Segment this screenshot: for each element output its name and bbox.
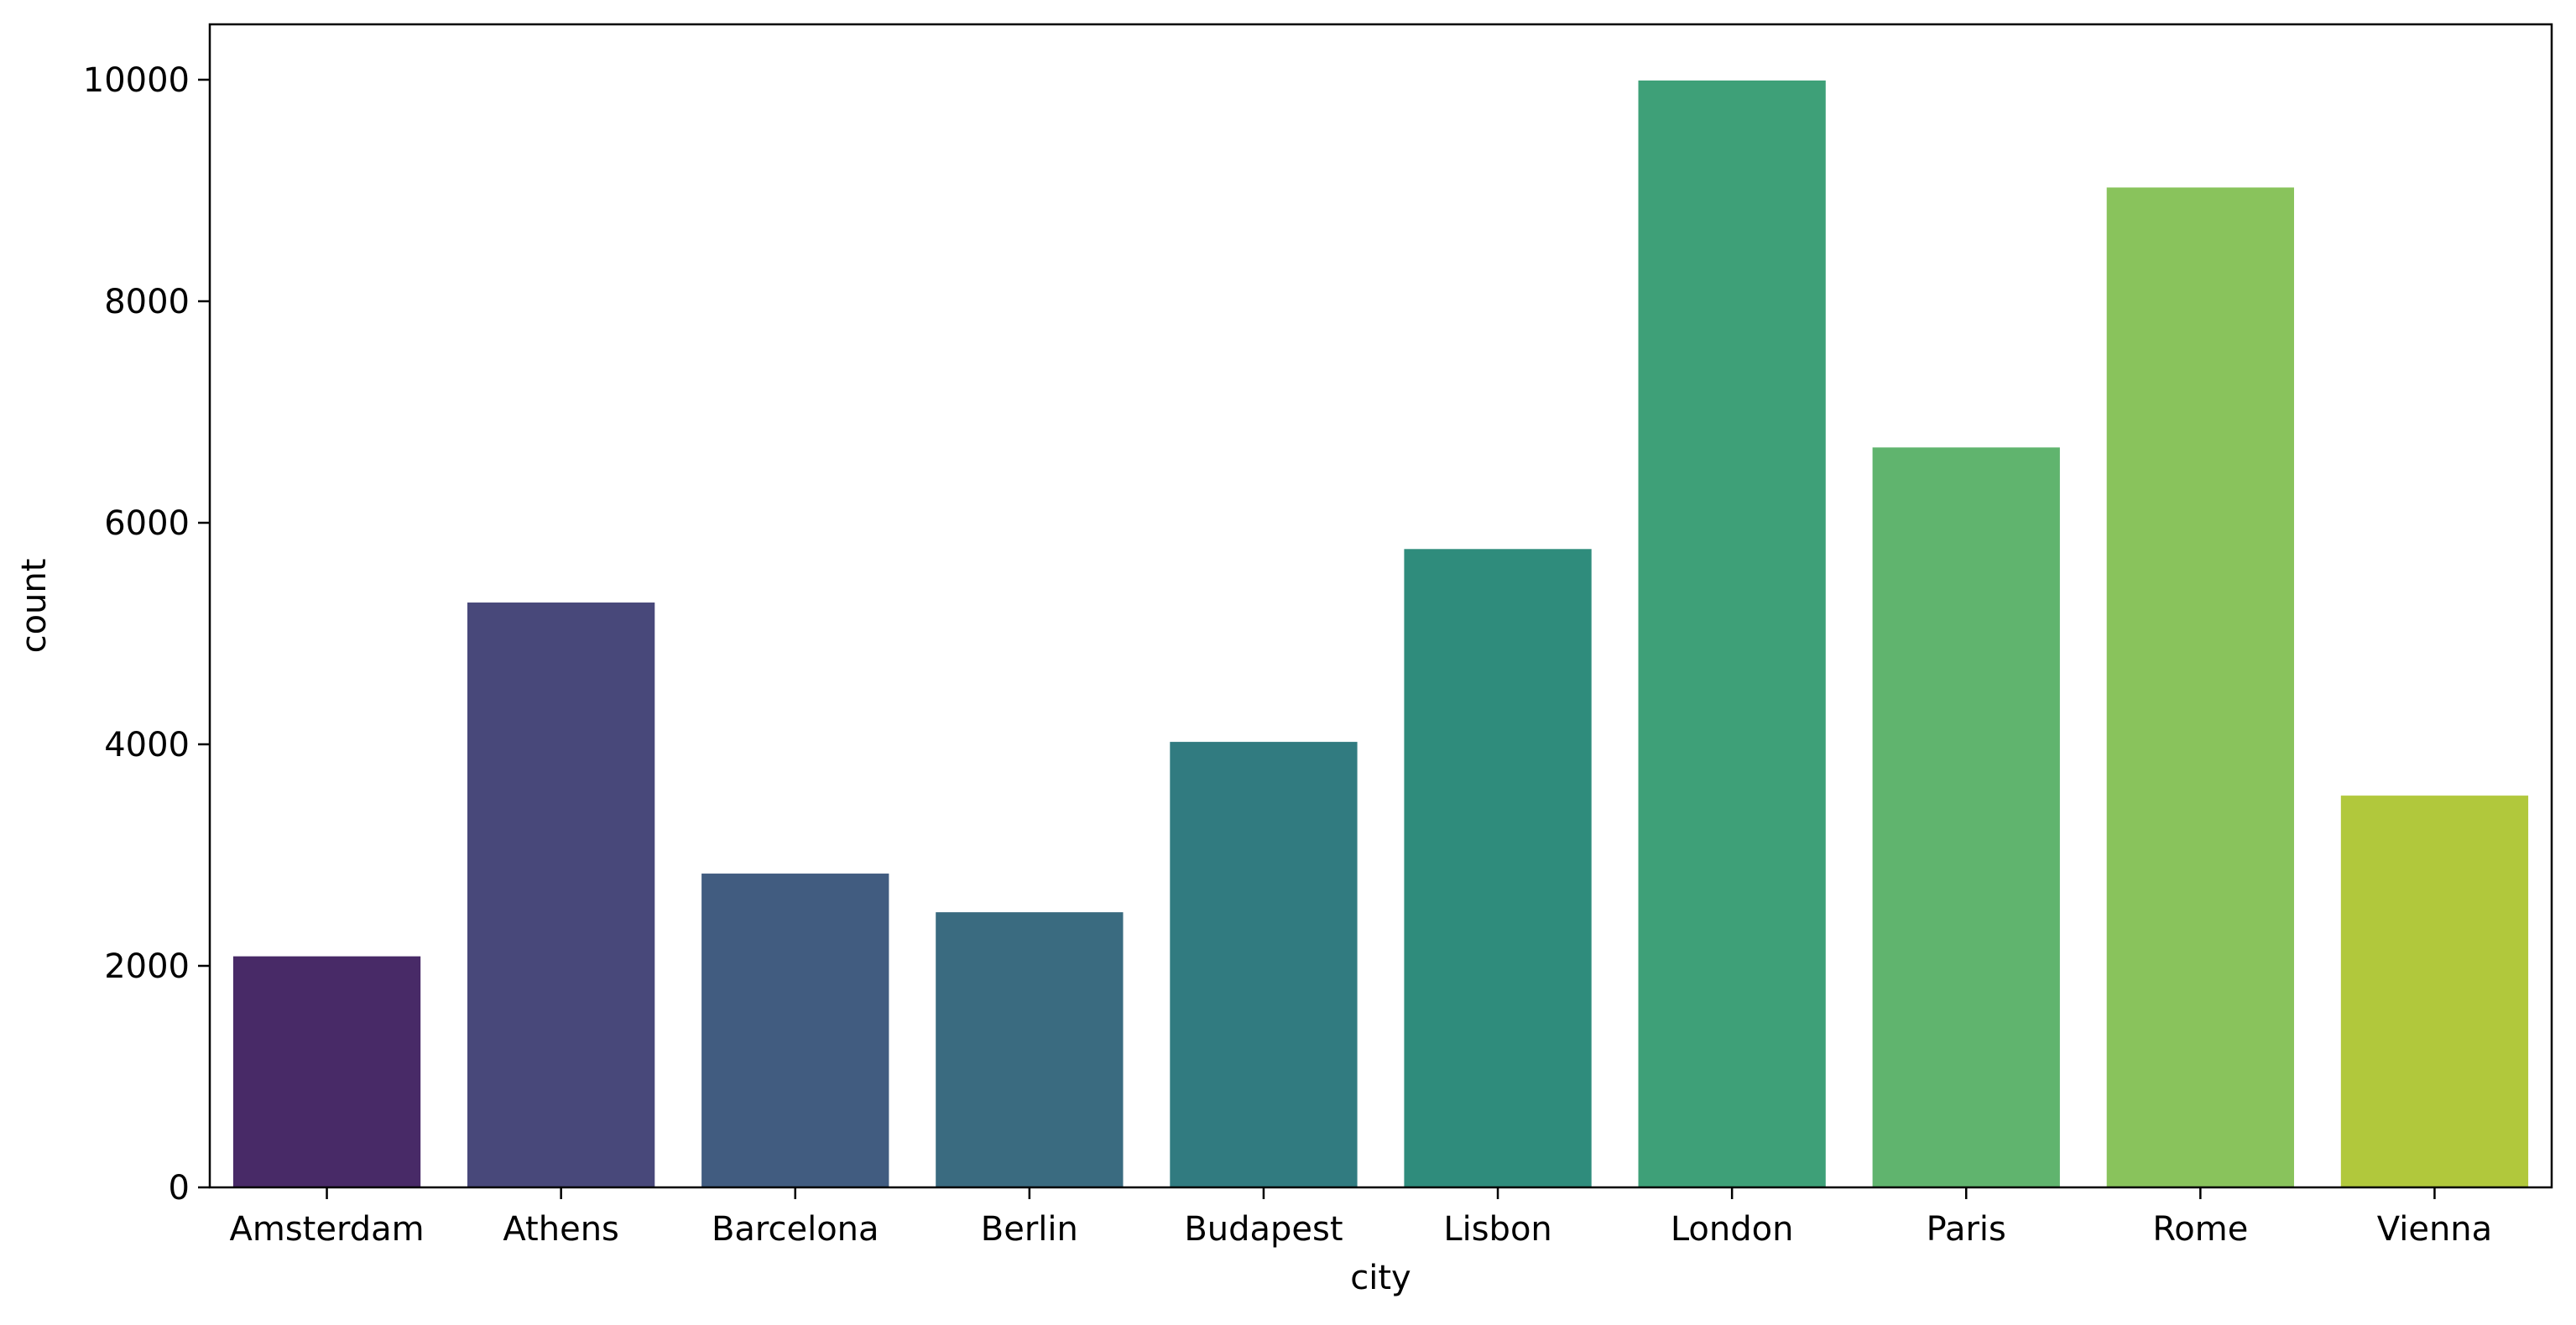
bar-rome	[2106, 187, 2294, 1187]
bar-budapest	[1170, 742, 1358, 1187]
plot-frame	[208, 23, 2553, 1189]
bar-lisbon	[1404, 549, 1592, 1187]
x-axis-ticks: Amsterdam Athens Barcelona Berlin Budapest Li…	[230, 1187, 2492, 1249]
bar-berlin	[936, 912, 1124, 1187]
y-tick-label: 0	[169, 1169, 190, 1208]
x-tick-label: Vienna	[2377, 1210, 2492, 1249]
y-tick-label: 6000	[104, 504, 190, 543]
y-tick-label: 10000	[83, 61, 190, 100]
bar-vienna	[2340, 796, 2529, 1187]
y-axis-label: count	[15, 559, 54, 654]
x-tick-label: Barcelona	[712, 1210, 879, 1249]
y-tick-label: 8000	[104, 283, 190, 321]
bar-london	[1638, 80, 1826, 1188]
x-tick-label: Rome	[2152, 1210, 2248, 1249]
y-axis-ticks: 0 2000 4000 6000 8000 10000	[83, 61, 210, 1208]
bar-paris	[1872, 447, 2060, 1187]
x-tick-label: Budapest	[1184, 1210, 1343, 1249]
x-axis-label: city	[1350, 1259, 1411, 1297]
x-tick-label: Paris	[1927, 1210, 2006, 1249]
bar-barcelona	[701, 874, 889, 1187]
bars-layer	[232, 80, 2529, 1188]
x-tick-label: Amsterdam	[230, 1210, 425, 1249]
y-tick-label: 4000	[104, 726, 190, 764]
bar-athens	[467, 603, 655, 1187]
bar-amsterdam	[232, 956, 421, 1187]
x-tick-label: Athens	[503, 1210, 619, 1249]
x-tick-label: Lisbon	[1443, 1210, 1551, 1249]
x-tick-label: Berlin	[981, 1210, 1078, 1249]
y-tick-label: 2000	[104, 947, 190, 986]
x-tick-label: London	[1671, 1210, 1794, 1249]
